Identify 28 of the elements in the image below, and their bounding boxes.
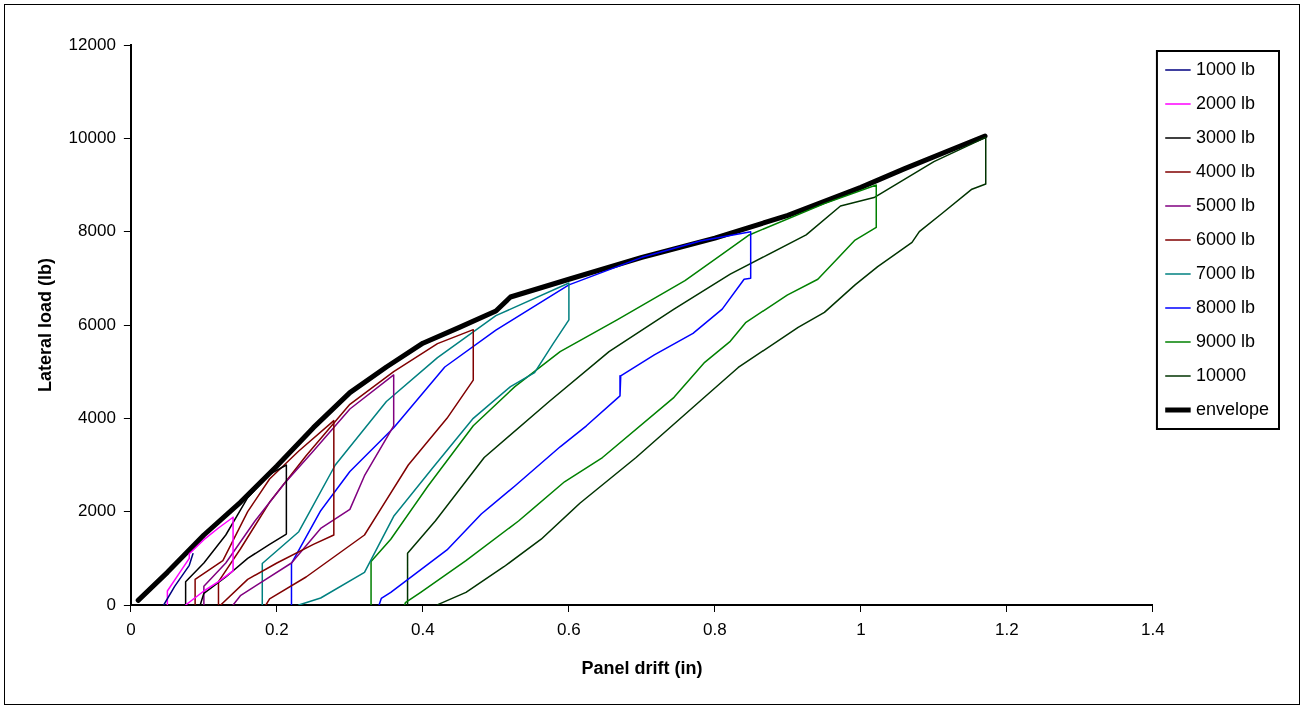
x-tick-label: 1 bbox=[856, 619, 866, 639]
x-tick-label: 0.4 bbox=[411, 619, 435, 639]
y-axis-title: Lateral load (lb) bbox=[34, 257, 55, 393]
y-tick-label: 4000 bbox=[78, 408, 116, 428]
x-tick-label: 0.8 bbox=[703, 619, 727, 639]
legend-label: 8000 lb bbox=[1195, 296, 1255, 317]
y-tick-label: 0 bbox=[106, 594, 116, 614]
x-tick-label: 1.4 bbox=[1141, 619, 1165, 639]
legend-label: 3000 lb bbox=[1195, 126, 1255, 147]
legend-label: 5000 lb bbox=[1195, 194, 1255, 215]
y-tick-label: 10000 bbox=[68, 128, 116, 148]
x-tick-label: 1.2 bbox=[995, 619, 1019, 639]
legend-label: 10000 bbox=[1195, 364, 1246, 385]
legend-label: 6000 lb bbox=[1195, 228, 1255, 249]
legend-label: 4000 lb bbox=[1195, 160, 1255, 181]
legend-label: 7000 lb bbox=[1195, 262, 1255, 283]
y-tick-label: 8000 bbox=[78, 221, 116, 241]
y-tick-label: 2000 bbox=[78, 501, 116, 521]
y-tick-label: 6000 bbox=[78, 314, 116, 334]
legend-label: 9000 lb bbox=[1195, 330, 1255, 351]
y-tick-label: 12000 bbox=[68, 34, 116, 54]
x-tick-label: 0.6 bbox=[557, 619, 581, 639]
legend-label: 1000 lb bbox=[1195, 58, 1255, 79]
legend-label: 2000 lb bbox=[1195, 92, 1255, 113]
x-axis-title: Panel drift (in) bbox=[581, 658, 703, 679]
legend-label: envelope bbox=[1195, 398, 1270, 419]
x-tick-label: 0.2 bbox=[265, 619, 289, 639]
x-tick-label: 0 bbox=[126, 619, 136, 639]
